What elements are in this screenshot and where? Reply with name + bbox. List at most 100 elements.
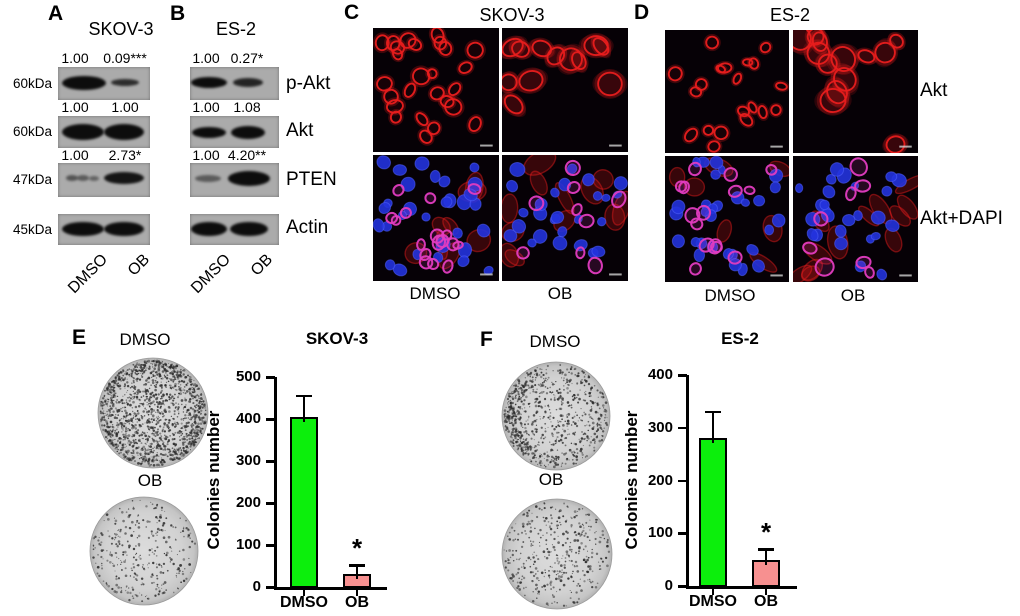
panel-d-row-akt: Akt [920,80,948,101]
panel-d-title: ES-2 [769,5,811,25]
confocal-skov3-dmso-akt [372,24,499,152]
kda-label-2: 60kDa [12,124,52,139]
confocal-image [497,28,628,152]
chart-e-errorbar-cap [296,394,312,398]
chart-e-ytick-label: 500 [235,368,261,385]
colony-dots [503,502,611,607]
panel-c-title: SKOV-3 [479,5,545,25]
panel-b-letter: B [170,2,186,25]
blot-value: 1.08 [233,99,261,115]
confocal-image [499,149,632,281]
chart-f-ytick [678,479,687,482]
chart-f-errorbar-stem [711,411,715,444]
colony-dish-es2-ob [501,498,613,610]
blot-value: 4.20** [227,147,267,163]
confocal-skov3-ob-akt-dapi [499,149,632,281]
chart-f-errorbar-stem [764,549,768,565]
panel-b-lane-dmso: DMSO [188,251,235,297]
chart-e-ytick [266,586,275,589]
colony-dish-skov3-dmso [97,357,209,469]
protein-label-akt: Akt [286,120,314,141]
kda-label-1: 60kDa [12,76,52,91]
chart-f-cat-ob: OB [754,593,778,610]
colony-dish-image [501,498,613,610]
blot-a-row3 [58,163,150,197]
panel-a-title: SKOV-3 [88,19,154,39]
panel-d-row-akt-dapi: Akt+DAPI [920,208,1003,229]
dapi-layer [669,155,786,277]
blot-b-row2 [190,116,279,148]
panel-d-letter: D [634,1,650,24]
scale-bar [480,273,493,276]
blot-b-row1 [190,67,279,100]
chart-e-ytick [266,544,275,547]
merge-ring-layer [385,183,482,274]
kda-label-4: 45kDa [12,222,52,237]
chart-e-ytick-label: 400 [235,410,261,427]
chart-f-title: ES-2 [721,329,759,348]
blot-value: 1.00 [61,99,89,115]
chart-f-ytick-label: 200 [647,471,673,489]
panel-c-col-ob: OB [547,284,573,303]
blot-value: 1.00 [61,50,89,66]
blot-value: 1.00 [61,147,89,163]
colony-dots [92,499,197,603]
chart-e-bar-dmso [290,416,318,588]
blot-value: 1.00 [192,50,220,66]
panel-d-col-dmso: DMSO [704,286,756,305]
blot-band [66,175,78,181]
confocal-image [372,24,499,152]
confocal-image [784,20,918,156]
panel-b-lane-ob: OB [247,251,277,280]
chart-e-errorbar-stem [302,395,306,422]
chart-e-y-axis [273,377,277,590]
chart-f-ytick-label: 300 [647,418,673,436]
colony-dish-skov3-ob [89,496,199,606]
chart-e-significance: * [351,533,363,564]
chart-e-ytick [266,376,275,379]
panel-a-lane-ob: OB [124,251,154,280]
akt-stain-layer [372,24,486,146]
chart-e-ytick [266,460,275,463]
panel-c-letter: C [344,1,360,24]
blot-value: 0.09*** [103,50,147,66]
chart-f-errorbar-cap [705,410,721,414]
panel-c-col-dmso: DMSO [409,284,461,303]
panel-a-letter: A [48,2,64,25]
confocal-es2-dmso-akt-dapi [665,155,792,282]
chart-f-ytick-label: 400 [647,366,673,383]
dapi-layer [794,162,907,281]
chart-f-cat-dmso: DMSO [689,593,737,610]
confocal-image [665,30,790,155]
blot-band [111,78,139,86]
protein-label-actin: Actin [286,217,329,238]
blot-value: 1.00 [192,99,220,115]
blot-value: 2.73* [108,147,142,163]
panel-f-dish-dmso: DMSO [529,332,581,351]
blot-b-row4 [190,214,279,245]
chart-f-bar-dmso [699,438,727,587]
chart-f-ytick [678,374,687,377]
blot-band [104,172,144,184]
chart-e-errorbar-cap [349,564,365,567]
blot-value: 1.00 [192,147,220,163]
chart-e-cat-ob: OB [345,594,369,611]
blot-value: 1.00 [111,99,139,115]
chart-f-y-axis [685,375,689,589]
panel-f-dish-ob: OB [538,470,564,489]
blot-band [62,76,106,90]
chart-e-ytick-label: 100 [235,536,261,553]
chart-e-ytick-label: 0 [252,578,261,595]
panel-d-col-ob: OB [840,286,866,305]
blot-band [230,222,268,236]
chart-e-cat-dmso: DMSO [280,594,328,611]
akt-stain-layer [665,33,790,155]
blot-a-row1 [58,67,150,100]
blot-band [62,222,104,236]
merge-ring-layer [516,159,627,275]
chart-f-significance: * [760,517,772,548]
chart-e-ytick [266,418,275,421]
chart-f-xtick [711,589,715,595]
blot-band [192,126,226,138]
chart-e-title: SKOV-3 [305,329,369,348]
